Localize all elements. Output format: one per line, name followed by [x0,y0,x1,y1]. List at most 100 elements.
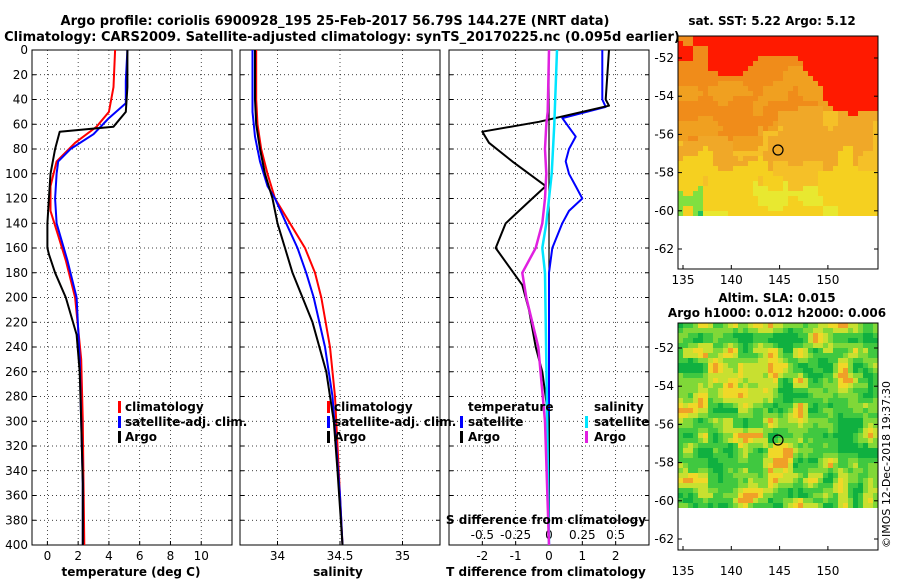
sla-map-cell [788,443,793,448]
sst-map-cell [693,71,698,76]
sst-map-cell [763,141,768,146]
sla-map-cell [723,483,728,488]
sla-map-cell [708,398,713,403]
sst-map-cell [698,211,703,216]
sst-map-cell [868,151,873,156]
sla-map-cell [788,473,793,478]
sla-map-cell [818,413,823,418]
sst-map-cell [728,196,733,201]
sla-map-cell [708,428,713,433]
sla-map-cell [848,328,853,333]
sla-map-cell [683,373,688,378]
sla-map-cell [793,393,798,398]
sla-map-cell [848,363,853,368]
sla-map-cell [703,473,708,478]
sst-map-cell [748,96,753,101]
sla-map-cell [728,493,733,498]
sst-map-cell [873,106,878,111]
sla-map-cell [818,328,823,333]
sst-map-cell [753,106,758,111]
sst-map-cell [858,61,863,66]
sla-map-cell [763,403,768,408]
sst-map-cell [868,181,873,186]
sla-map-cell [808,428,813,433]
sst-map-cell [693,46,698,51]
sla-map-cell [823,488,828,493]
sla-map-cell [748,483,753,488]
sst-map-cell [868,81,873,86]
sla-map-cell [828,338,833,343]
sst-map-cell [843,176,848,181]
sla-map-cell [678,353,683,358]
sla-map-cell [718,493,723,498]
sla-map-cell [683,423,688,428]
sla-map-cell [683,368,688,373]
sst-map-cell [843,91,848,96]
sst-map-cell [753,121,758,126]
sla-map-cell [863,418,868,423]
sst-map-cell [813,191,818,196]
sst-map-cell [723,111,728,116]
sst-map-cell [708,56,713,61]
sst-map-cell [688,116,693,121]
sla-tick-label-lon: 135 [672,564,695,578]
sla-map-cell [813,498,818,503]
sst-map-cell [843,146,848,151]
sst-map-cell [833,101,838,106]
sla-map-cell [708,353,713,358]
sst-map-cell [848,96,853,101]
sst-map-cell [778,146,783,151]
sla-map-cell [768,443,773,448]
sst-map-cell [758,61,763,66]
sst-map-cell [678,51,683,56]
sst-map-cell [793,71,798,76]
sla-map-cell [823,378,828,383]
sla-map-cell [863,398,868,403]
sst-map-cell [748,111,753,116]
sst-map-cell [778,116,783,121]
tick-label-depth: 240 [5,340,28,354]
sst-map-cell [808,81,813,86]
sst-map-cell [783,61,788,66]
sla-map-cell [713,418,718,423]
sst-map-cell [703,66,708,71]
sst-map-cell [823,46,828,51]
sst-map-cell [778,86,783,91]
sst-map-cell [828,161,833,166]
sla-tick-label-lat: -52 [654,341,674,355]
sla-map-cell [838,478,843,483]
sst-map-cell [848,121,853,126]
sst-map-cell [773,186,778,191]
sst-map-cell [698,171,703,176]
sst-map-cell [703,121,708,126]
sst-map-cell [773,181,778,186]
sst-map-cell [773,76,778,81]
sla-map-cell [768,428,773,433]
sla-map-cell [753,488,758,493]
sla-map-cell [758,428,763,433]
sla-map-cell [748,328,753,333]
sst-map-cell [743,51,748,56]
sst-map-cell [698,186,703,191]
sla-map-cell [763,343,768,348]
sst-map-cell [803,191,808,196]
sst-map-cell [843,191,848,196]
sla-map-cell [823,358,828,363]
sla-map-cell [773,463,778,468]
sla-map-cell [778,453,783,458]
sst-map-cell [788,191,793,196]
sla-map-cell [678,488,683,493]
sst-tick-label-lat: -60 [654,204,674,218]
sst-map-cell [798,161,803,166]
sla-map-cell [858,373,863,378]
sla-map-cell [743,343,748,348]
sst-map-cell [808,166,813,171]
sst-map-cell [853,96,858,101]
sla-map-cell [708,323,713,328]
sst-map-cell [783,71,788,76]
sla-map-cell [803,468,808,473]
sla-map-cell [758,468,763,473]
sst-map-cell [793,156,798,161]
sla-map-cell [853,483,858,488]
sst-map-cell [848,116,853,121]
